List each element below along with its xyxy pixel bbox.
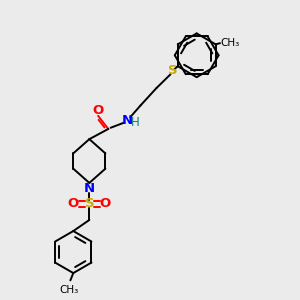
Text: CH₃: CH₃ [221, 38, 240, 48]
Text: S: S [85, 197, 94, 210]
Text: O: O [68, 197, 79, 210]
Text: S: S [168, 64, 177, 77]
Text: CH₃: CH₃ [59, 285, 79, 295]
Text: N: N [84, 182, 95, 195]
Text: H: H [131, 116, 140, 129]
Text: O: O [92, 104, 104, 117]
Text: N: N [122, 114, 133, 127]
Text: O: O [100, 197, 111, 210]
